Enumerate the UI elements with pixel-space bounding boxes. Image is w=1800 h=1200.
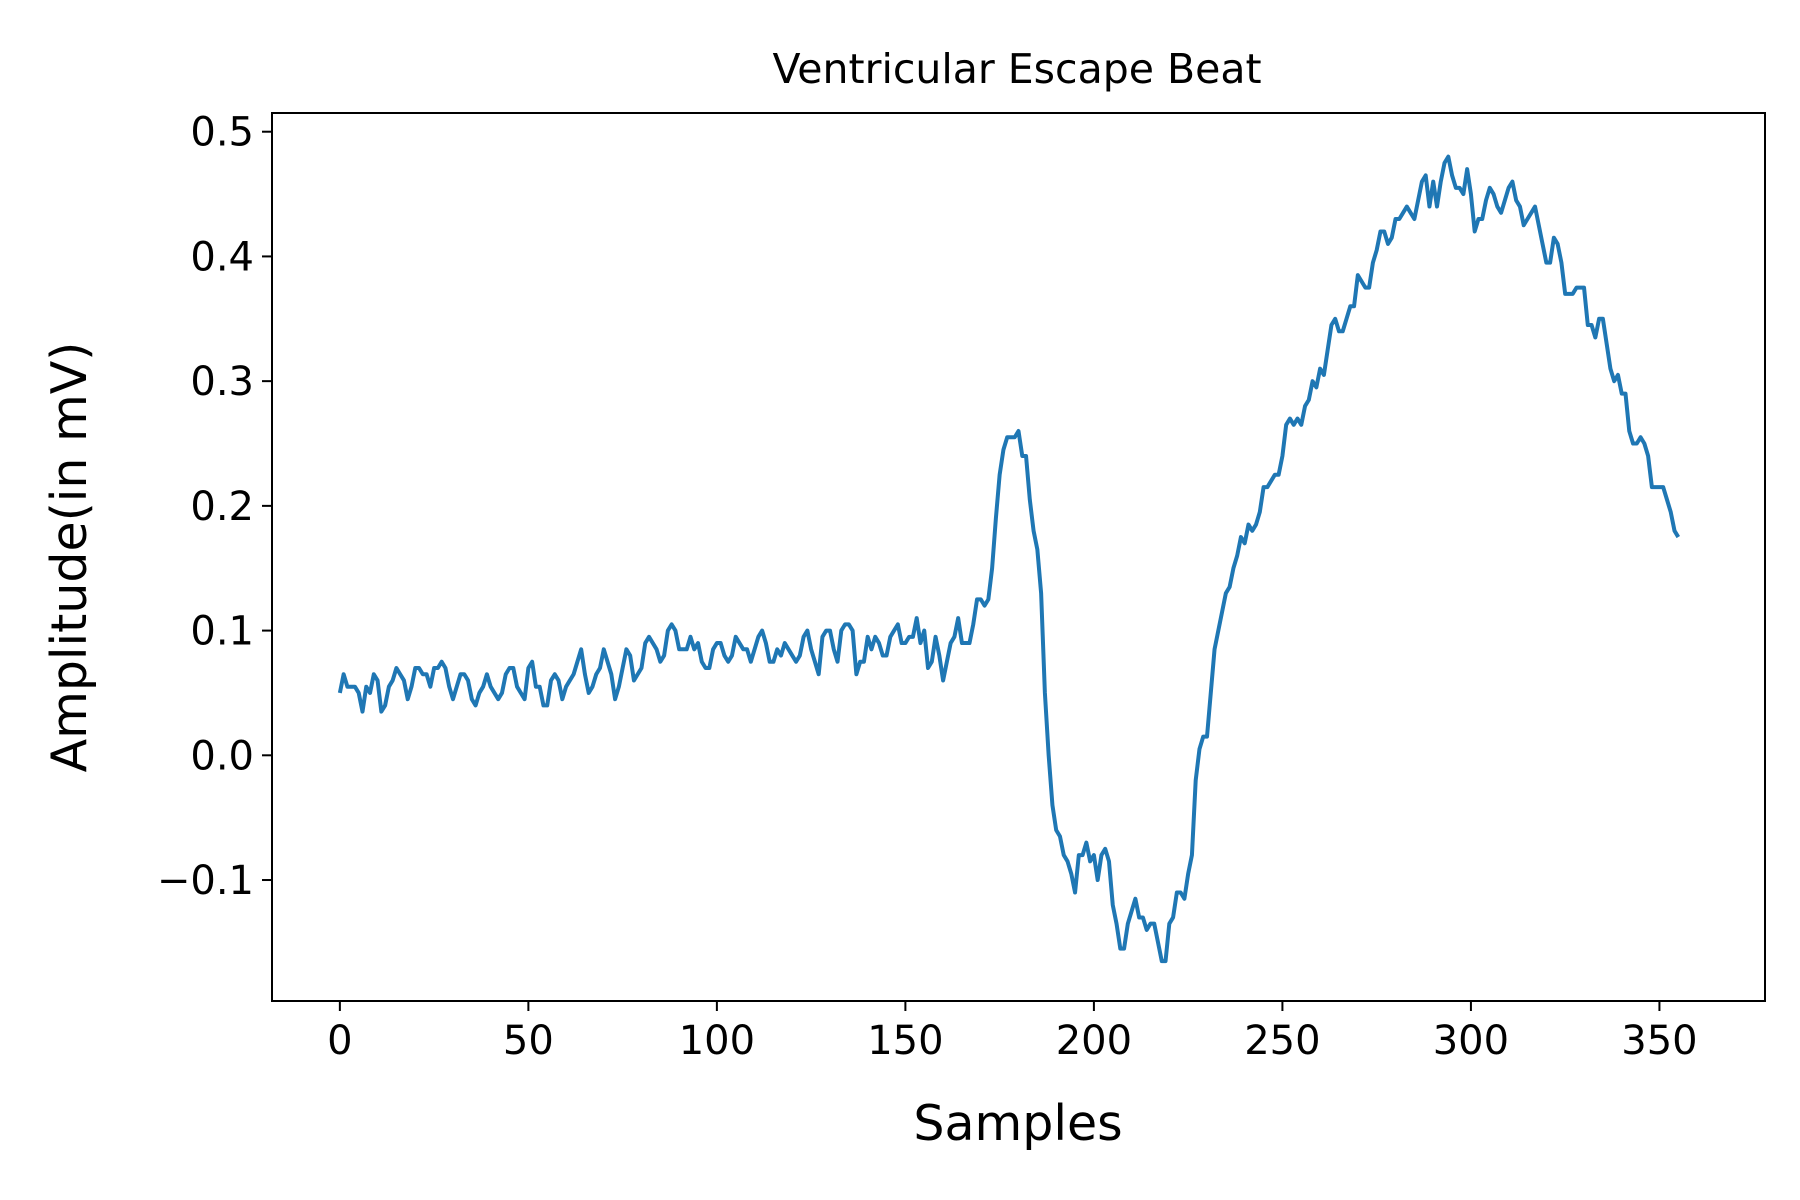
axes-frame [271,112,1766,1002]
y-tick-label: 0.2 [190,484,254,530]
y-tick-label: −0.1 [157,858,254,904]
x-tick-label: 50 [503,1018,554,1064]
x-tick-label: 100 [679,1018,755,1064]
x-axis-title: Samples [913,1095,1122,1152]
x-tick-label: 250 [1244,1018,1320,1064]
y-tick-label: 0.3 [190,359,254,405]
x-tick-label: 0 [327,1018,352,1064]
y-axis-title: Amplitude(in mV) [41,342,98,773]
chart-title: Ventricular Escape Beat [772,45,1261,93]
y-axis-ticks: −0.1 0.0 0.1 0.2 0.3 0.4 0.5 [157,110,272,904]
y-tick-label: 0.4 [190,234,254,280]
x-axis-ticks: 0 50 100 150 200 250 300 350 [327,1001,1698,1064]
x-tick-label: 200 [1056,1018,1132,1064]
series-line-0 [337,154,1681,964]
x-tick-label: 150 [867,1018,943,1064]
y-tick-label: 0.0 [190,733,254,779]
x-tick-label: 350 [1621,1018,1697,1064]
y-tick-label: 0.5 [190,110,254,156]
plot-area [337,154,1681,964]
y-tick-label: 0.1 [190,609,254,655]
x-tick-label: 300 [1433,1018,1509,1064]
